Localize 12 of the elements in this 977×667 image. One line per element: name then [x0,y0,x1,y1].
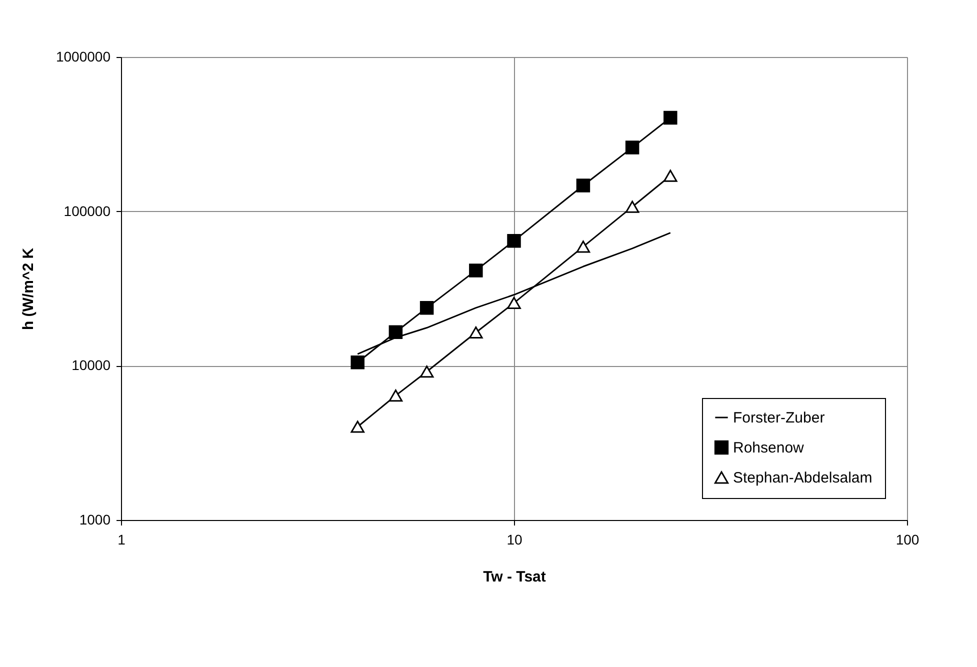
y-axis-title: h (W/m^2 K [20,248,37,330]
y-tick-label: 100000 [64,202,111,219]
legend-label: Forster-Zuber [733,410,825,426]
y-tick-label: 1000 [79,512,111,528]
x-tick-label: 1 [118,532,126,548]
x-tick-label: 10 [506,532,522,548]
y-tick-label: 1000000 [56,48,111,64]
legend-label: Rohsenow [733,440,804,456]
legend-label: Stephan-Abdelsalam [733,470,872,486]
y-tick-label: 10000 [72,357,111,374]
x-axis-title: Tw - Tsat [483,568,546,586]
x-tick-label: 100 [896,532,920,548]
